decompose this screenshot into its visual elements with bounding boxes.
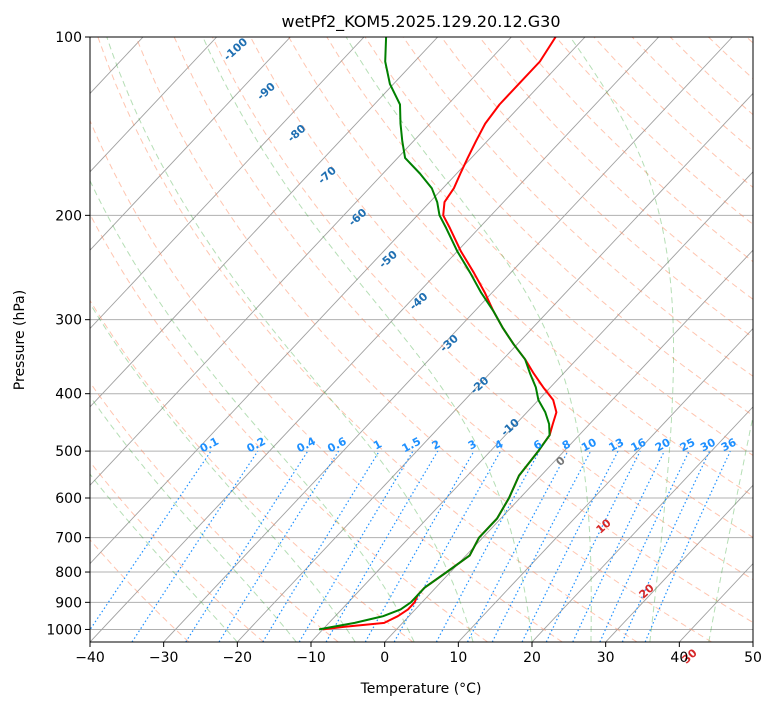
- moist-adiabat: [345, 37, 592, 642]
- axes: −40 −30 −20 −10 0 10 20 30 40 50 100 200 300 400 500 60…: [46, 30, 762, 666]
- dry-adiabat: [135, 37, 712, 642]
- x-tick-label: −40: [75, 650, 105, 666]
- chart-title: wetPf2_KOM5.2025.129.20.12.G30: [281, 12, 560, 32]
- dry-adiabat: [97, 37, 638, 642]
- dry-adiabat: [250, 37, 753, 538]
- mixing-ratio-label: 13: [607, 436, 627, 455]
- mixing-ratio-lines: [90, 450, 731, 642]
- dry-adiabat: [90, 119, 563, 642]
- plot-frame: [89, 36, 754, 643]
- moist-adiabat: [106, 37, 474, 642]
- moist-adiabat: [90, 302, 356, 642]
- mixing-ratio-line: [185, 450, 309, 642]
- isotherm-line: [90, 37, 365, 330]
- y-tick-label: 700: [55, 531, 82, 547]
- moist-adiabat: [90, 395, 297, 642]
- dry-adiabat: [90, 299, 414, 642]
- isotherm-line: [605, 484, 753, 642]
- x-tick-label: 0: [380, 650, 389, 666]
- mixing-ratio-label: 36: [719, 435, 739, 454]
- isotherm-line: [90, 37, 439, 408]
- dry-adiabat: [90, 461, 264, 642]
- mixing-ratio-line: [393, 450, 502, 642]
- y-tick-label: 400: [55, 387, 82, 403]
- moist-adiabat: [569, 37, 675, 642]
- mixing-ratio-line: [262, 450, 380, 642]
- moist-adiabat: [202, 37, 533, 642]
- x-tick-label: 30: [597, 650, 615, 666]
- mixing-ratio-line: [644, 450, 731, 642]
- isotherm-line: [237, 92, 753, 642]
- mixing-ratio-line: [545, 450, 641, 642]
- isotherm-line: [531, 406, 753, 642]
- mixing-ratio-line: [521, 450, 619, 642]
- isotherm-line: [384, 249, 753, 642]
- moist-adiabat: [708, 414, 753, 642]
- isotherm-line: [90, 37, 291, 251]
- x-axis-label: Temperature (°C): [360, 681, 482, 697]
- y-tick-label: 200: [55, 208, 82, 224]
- isotherm-line: [458, 327, 753, 642]
- x-tick-label: −30: [149, 650, 179, 666]
- y-tick-label: 600: [55, 491, 82, 507]
- mixing-ratio-line: [621, 450, 711, 642]
- x-tick-label: 50: [744, 650, 762, 666]
- mixing-ratio-line: [435, 450, 540, 642]
- x-tick-label: 20: [523, 650, 541, 666]
- y-axis-label: Pressure (hPa): [12, 290, 28, 390]
- y-tick-label: 500: [55, 444, 82, 460]
- x-tick-label: −10: [296, 650, 326, 666]
- isotherm-line: [90, 37, 512, 486]
- dry-adiabat: [90, 213, 488, 642]
- isotherm-line: [163, 37, 733, 642]
- mixing-ratio-line: [131, 450, 259, 642]
- profile-line: [318, 37, 551, 631]
- mixing-ratio-label: 30: [698, 436, 718, 455]
- y-tick-label: 800: [55, 565, 82, 581]
- x-tick-label: −20: [223, 650, 253, 666]
- y-tick-label: 100: [55, 30, 82, 46]
- dry-adiabat: [211, 37, 753, 581]
- moist-adiabat: [90, 179, 415, 642]
- dry-adiabat: [90, 539, 190, 642]
- x-tick-label: 10: [449, 650, 467, 666]
- moist-adiabats: [90, 37, 753, 642]
- dry-adiabat: [173, 37, 753, 624]
- y-tick-label: 1000: [46, 622, 82, 638]
- mixing-ratio-line: [90, 450, 212, 631]
- mixing-ratio-label: 16: [629, 436, 649, 455]
- profile-series: [318, 37, 558, 631]
- mixing-ratio-label: 20: [653, 436, 673, 455]
- dry-adiabat: [326, 37, 753, 457]
- x-tick-label: 40: [670, 650, 688, 666]
- isotherm-line: [310, 171, 753, 642]
- isotherm-line: [90, 37, 586, 565]
- mixing-ratio-label: 25: [678, 436, 698, 455]
- y-tick-label: 300: [55, 313, 82, 329]
- isotherm-line: [90, 37, 218, 173]
- mixing-ratio-label: 10: [579, 436, 599, 455]
- y-tick-label: 900: [55, 595, 82, 611]
- isotherm-line: [90, 37, 660, 642]
